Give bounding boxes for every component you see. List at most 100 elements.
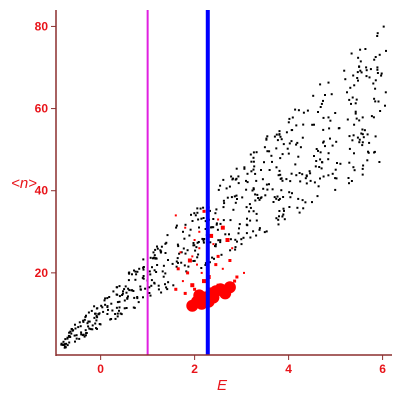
data-point	[319, 106, 322, 108]
data-point	[278, 215, 280, 218]
data-point	[151, 266, 153, 269]
data-point	[343, 69, 346, 72]
data-point	[261, 178, 264, 181]
data-point	[283, 218, 286, 221]
data-point	[202, 206, 205, 209]
data-point	[252, 156, 255, 159]
data-point	[265, 138, 268, 141]
data-point	[256, 193, 259, 196]
data-point	[194, 214, 197, 217]
data-point	[322, 175, 325, 178]
data-point	[370, 115, 373, 118]
data-point	[252, 187, 255, 190]
data-point	[275, 133, 278, 136]
data-point	[255, 234, 258, 237]
data-point	[118, 309, 120, 312]
data-point	[286, 147, 289, 150]
data-point	[222, 206, 225, 209]
data-point	[327, 174, 330, 177]
data-point	[153, 254, 156, 257]
data-point	[74, 327, 77, 330]
data-point	[214, 245, 217, 248]
data-point	[335, 140, 338, 143]
data-point	[348, 98, 351, 101]
data-point	[128, 272, 131, 275]
data-point	[68, 331, 71, 334]
data-point	[243, 166, 246, 169]
data-point	[209, 241, 212, 244]
data-point	[361, 141, 364, 144]
data-point	[196, 241, 199, 244]
data-point	[309, 179, 312, 182]
data-point	[254, 199, 257, 202]
data-point	[175, 260, 178, 263]
y-tick-label: 40	[35, 184, 49, 198]
data-point	[250, 160, 253, 163]
ticks-layer: 0 2 4 6 20 40 60 80	[35, 19, 387, 376]
data-point	[368, 141, 371, 144]
red-data-point	[193, 287, 197, 291]
data-point	[266, 188, 269, 191]
data-point	[235, 177, 238, 180]
data-point	[196, 256, 199, 259]
data-point	[350, 180, 353, 182]
x-tick-label: 4	[285, 362, 292, 376]
data-point	[272, 201, 275, 203]
red-data-point	[184, 226, 187, 229]
data-point	[353, 152, 355, 155]
data-point	[91, 328, 94, 331]
data-point	[229, 238, 232, 241]
data-point	[246, 172, 249, 175]
data-point	[350, 52, 353, 55]
y-axis-label: <n>	[11, 175, 37, 192]
data-point	[258, 228, 261, 231]
data-point	[149, 256, 152, 259]
data-point	[229, 219, 232, 222]
data-point	[237, 175, 240, 178]
data-point	[104, 297, 107, 300]
data-point	[112, 290, 115, 293]
data-point	[230, 196, 233, 199]
data-point	[220, 253, 223, 256]
data-point	[348, 182, 350, 185]
data-point	[236, 198, 238, 200]
data-point	[373, 151, 376, 154]
data-point	[148, 286, 151, 289]
data-point	[331, 172, 334, 175]
data-point	[126, 296, 129, 299]
data-point	[133, 306, 136, 309]
data-point	[317, 111, 319, 113]
data-point	[222, 219, 225, 222]
data-point	[69, 330, 72, 333]
data-point	[376, 32, 379, 35]
data-point	[142, 296, 144, 299]
data-point	[246, 181, 249, 184]
data-point	[331, 144, 334, 147]
data-point	[295, 124, 298, 127]
data-point	[322, 116, 325, 119]
data-point	[75, 334, 78, 337]
data-point	[110, 302, 113, 305]
data-point	[217, 188, 220, 191]
data-point	[70, 332, 73, 335]
data-point	[128, 271, 131, 274]
data-point	[317, 185, 320, 188]
data-point	[352, 74, 355, 77]
data-point	[374, 79, 377, 82]
data-point	[288, 117, 291, 120]
data-point	[193, 259, 196, 262]
data-point	[255, 212, 258, 215]
red-data-point	[216, 254, 220, 258]
data-point	[270, 154, 273, 157]
red-data-point	[186, 271, 190, 275]
data-point	[187, 265, 190, 268]
data-point	[353, 123, 356, 126]
data-point	[289, 180, 292, 183]
data-point	[139, 288, 142, 291]
data-point	[142, 266, 145, 268]
data-point	[357, 56, 360, 59]
x-tick-label: 0	[97, 362, 104, 376]
red-data-point	[200, 271, 203, 274]
data-point	[275, 217, 278, 220]
data-point	[277, 174, 280, 177]
